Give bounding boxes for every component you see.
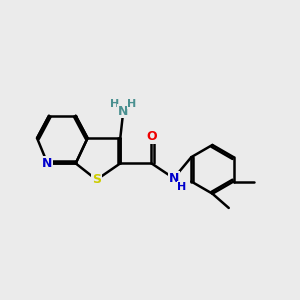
Text: N: N	[42, 157, 52, 170]
Text: H: H	[178, 182, 187, 192]
Text: O: O	[146, 130, 157, 143]
Text: H: H	[110, 99, 120, 109]
Text: N: N	[169, 172, 179, 185]
Text: H: H	[127, 99, 136, 109]
Text: S: S	[92, 173, 101, 186]
Text: N: N	[118, 105, 128, 118]
